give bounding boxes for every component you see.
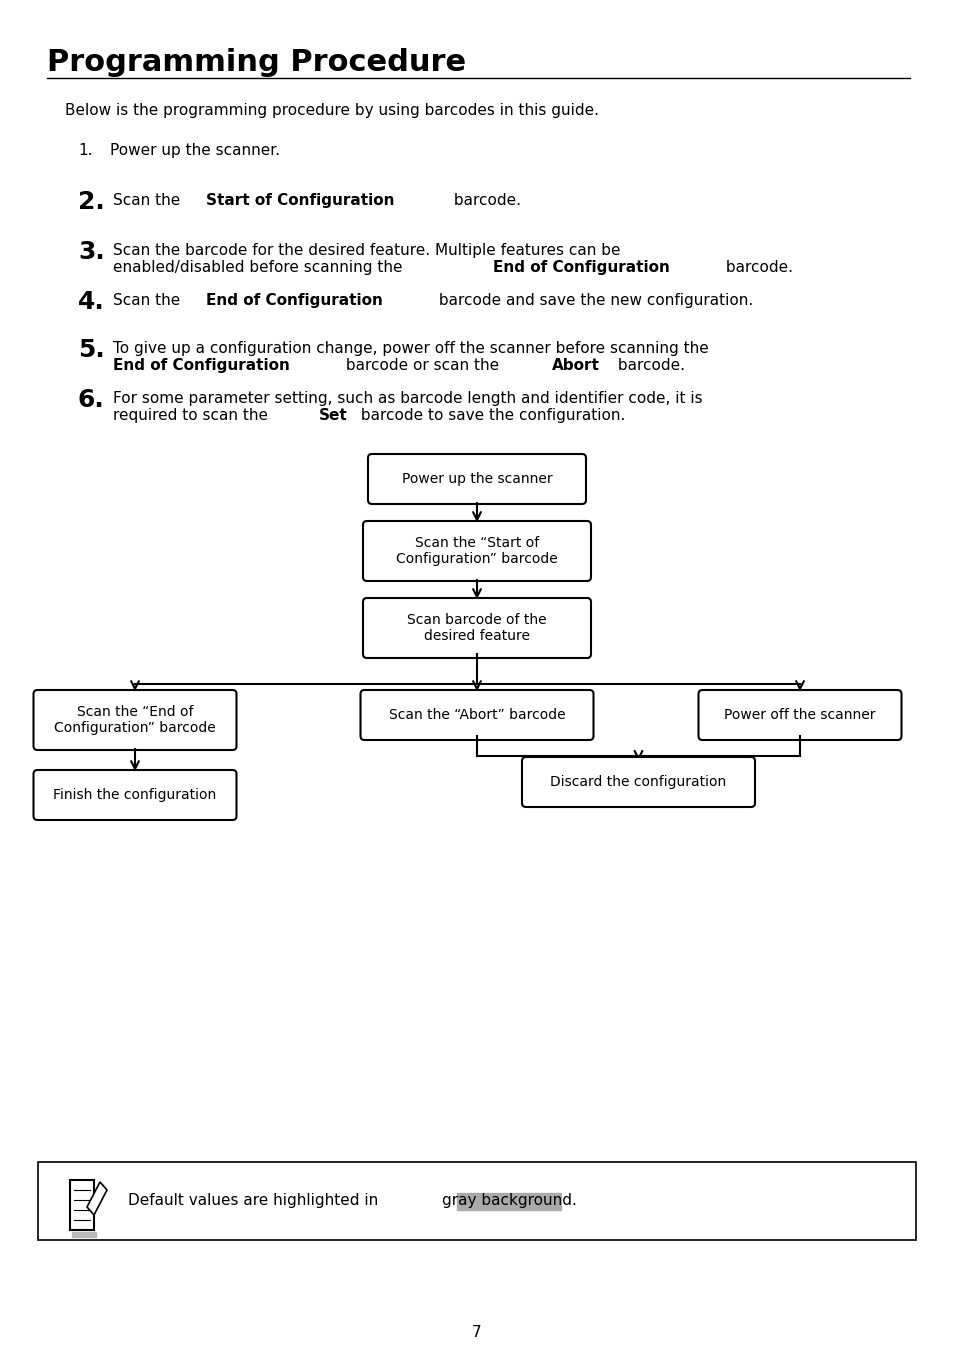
Text: barcode.: barcode.: [449, 193, 520, 208]
Text: barcode to save the configuration.: barcode to save the configuration.: [356, 408, 625, 423]
Polygon shape: [87, 1182, 107, 1215]
Text: 7: 7: [472, 1325, 481, 1340]
Text: Start of Configuration: Start of Configuration: [206, 193, 395, 208]
Text: Programming Procedure: Programming Procedure: [47, 49, 466, 77]
FancyBboxPatch shape: [363, 598, 590, 658]
Text: barcode.: barcode.: [613, 358, 684, 373]
Text: barcode.: barcode.: [720, 260, 792, 274]
Text: 2.: 2.: [78, 191, 105, 214]
Text: Default values are highlighted in: Default values are highlighted in: [128, 1194, 383, 1209]
Text: barcode and save the new configuration.: barcode and save the new configuration.: [434, 293, 753, 308]
Text: Scan the: Scan the: [112, 293, 185, 308]
FancyBboxPatch shape: [521, 757, 754, 807]
Text: 6.: 6.: [78, 388, 105, 412]
FancyBboxPatch shape: [368, 454, 585, 504]
Text: End of Configuration: End of Configuration: [112, 358, 290, 373]
Text: 1.: 1.: [78, 143, 92, 158]
Text: Scan the “Start of
Configuration” barcode: Scan the “Start of Configuration” barcod…: [395, 535, 558, 566]
Text: To give up a configuration change, power off the scanner before scanning the: To give up a configuration change, power…: [112, 341, 708, 356]
Text: Abort: Abort: [551, 358, 598, 373]
Text: Power off the scanner: Power off the scanner: [723, 708, 875, 722]
Text: Scan the “End of
Configuration” barcode: Scan the “End of Configuration” barcode: [54, 704, 215, 735]
Text: Finish the configuration: Finish the configuration: [53, 788, 216, 802]
Polygon shape: [71, 1232, 96, 1237]
Text: 3.: 3.: [78, 241, 105, 264]
FancyBboxPatch shape: [38, 1161, 915, 1240]
FancyBboxPatch shape: [698, 690, 901, 740]
Text: Set: Set: [319, 408, 348, 423]
Text: Power up the scanner: Power up the scanner: [401, 472, 552, 485]
Bar: [456, 1192, 560, 1210]
Text: barcode or scan the: barcode or scan the: [341, 358, 504, 373]
Text: 5.: 5.: [78, 338, 105, 362]
Polygon shape: [70, 1180, 94, 1230]
Text: For some parameter setting, such as barcode length and identifier code, it is: For some parameter setting, such as barc…: [112, 391, 702, 406]
Text: 4.: 4.: [78, 289, 105, 314]
Text: Below is the programming procedure by using barcodes in this guide.: Below is the programming procedure by us…: [65, 103, 598, 118]
Text: Power up the scanner.: Power up the scanner.: [110, 143, 280, 158]
Text: End of Configuration: End of Configuration: [206, 293, 382, 308]
Text: End of Configuration: End of Configuration: [493, 260, 669, 274]
FancyBboxPatch shape: [363, 521, 590, 581]
Text: required to scan the: required to scan the: [112, 408, 273, 423]
Text: Discard the configuration: Discard the configuration: [550, 775, 726, 790]
Text: Scan barcode of the
desired feature: Scan barcode of the desired feature: [407, 612, 546, 644]
FancyBboxPatch shape: [360, 690, 593, 740]
Text: Scan the: Scan the: [112, 193, 185, 208]
Text: gray background.: gray background.: [441, 1194, 576, 1209]
FancyBboxPatch shape: [33, 771, 236, 821]
Text: Scan the “Abort” barcode: Scan the “Abort” barcode: [388, 708, 565, 722]
FancyBboxPatch shape: [33, 690, 236, 750]
Text: enabled/disabled before scanning the: enabled/disabled before scanning the: [112, 260, 407, 274]
Text: Scan the barcode for the desired feature. Multiple features can be: Scan the barcode for the desired feature…: [112, 243, 619, 258]
